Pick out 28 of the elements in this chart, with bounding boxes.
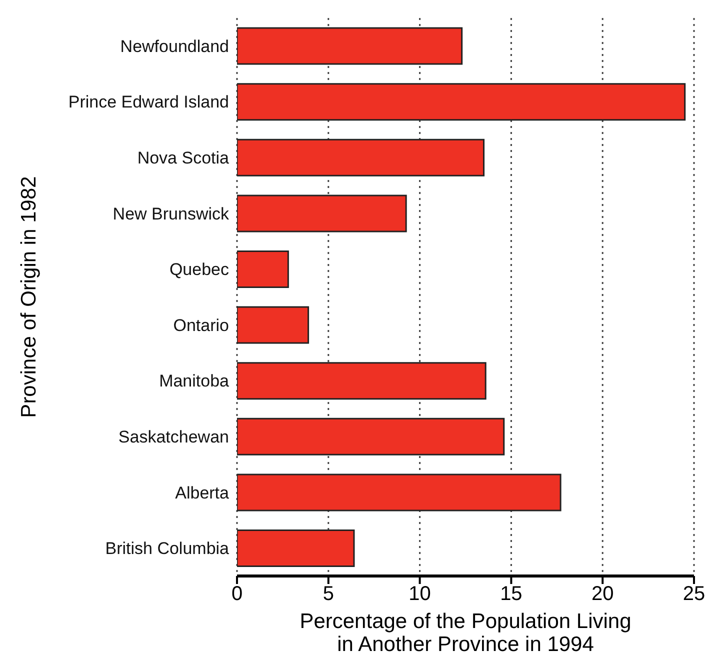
- y-tick-label: Alberta: [175, 483, 230, 502]
- bar: [237, 138, 485, 176]
- y-axis-title: Province of Origin in 1982: [17, 176, 40, 418]
- bar: [237, 306, 310, 344]
- y-tick-label: British Columbia: [105, 539, 230, 558]
- x-tick-label: 20: [591, 583, 614, 606]
- bar: [237, 194, 407, 232]
- y-tick-label: Ontario: [173, 316, 229, 335]
- bar: [237, 362, 486, 400]
- y-tick-label: Newfoundland: [120, 36, 229, 56]
- bar: [237, 250, 289, 288]
- x-axis-title: Percentage of the Population Living in Another Province in 1994: [300, 610, 632, 656]
- x-tick-label: 0: [231, 583, 243, 606]
- y-tick-label: Manitoba: [159, 372, 230, 391]
- bar: [237, 27, 463, 65]
- x-tick-label: 10: [408, 583, 431, 606]
- y-tick-label: Nova Scotia: [137, 148, 230, 168]
- y-tick-label: Saskatchewan: [118, 428, 229, 447]
- x-tick-label: 25: [682, 583, 706, 606]
- bar: [237, 474, 562, 512]
- y-tick-label: Quebec: [169, 260, 230, 280]
- bar: [237, 83, 686, 121]
- y-tick-label: Prince Edward Island: [68, 92, 229, 112]
- y-tick-label: New Brunswick: [112, 204, 230, 224]
- bar: [237, 529, 355, 567]
- bar: [237, 418, 505, 456]
- x-tick-label: 15: [500, 583, 522, 606]
- x-tick-label: 5: [322, 583, 334, 606]
